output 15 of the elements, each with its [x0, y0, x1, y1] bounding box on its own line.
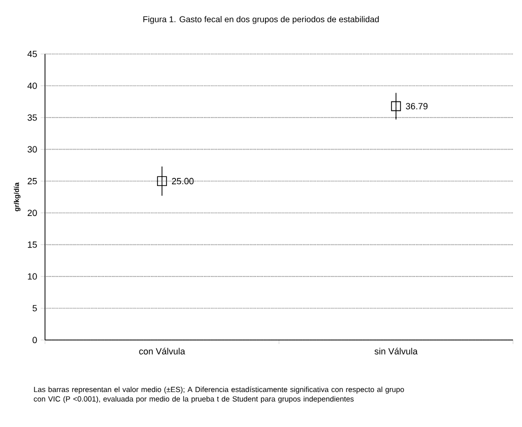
y-tick-label: 15 [28, 242, 37, 248]
data-label: 25.00 [172, 178, 194, 184]
x-tick-label: con Válvula [139, 348, 186, 354]
y-tick-label: 0 [32, 336, 37, 344]
chart-title: Figura 1. Gasto fecal en dos grupos de periodos de estabilidad [143, 16, 379, 24]
y-tick-label: 45 [27, 50, 37, 58]
data-label: 36.79 [406, 103, 428, 110]
y-tick-label: 5 [32, 305, 37, 312]
y-tick-label: 30 [28, 146, 37, 153]
x-tick-label: sin Válvula [374, 348, 418, 354]
y-tick-label: 35 [28, 114, 37, 121]
y-tick-label: 10 [28, 273, 37, 280]
y-tick-label: 40 [27, 82, 37, 89]
y-tick-label: 20 [28, 210, 37, 216]
y-tick-label: 25 [28, 178, 37, 184]
